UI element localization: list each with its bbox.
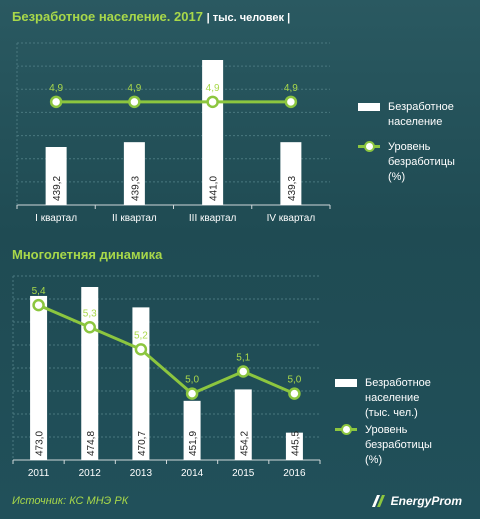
legend1-bar-label-1: Безработное [388, 101, 454, 113]
chart1-line-value: 4,9 [284, 83, 298, 94]
legend2-bar-label-2: население (тыс. чел.) [365, 392, 420, 419]
chart1-bar-value: 439,3 [287, 176, 298, 201]
chart2-bar [285, 432, 303, 460]
chart2-bar [30, 295, 48, 460]
chart2-bar-value: 445,5 [290, 431, 301, 456]
chart1-line-value: 4,9 [49, 83, 63, 94]
chart2-line-value: 5,0 [287, 375, 301, 386]
legend2-line-label-1: Уровень [365, 424, 408, 436]
chart2-x-tick-label: 2013 [130, 468, 153, 479]
legend2-bar-entry: Безработное население (тыс. чел.) [335, 376, 431, 421]
legend1-line-swatch [358, 140, 380, 154]
chart2-yearly: 473,0 2011 474,8 2012 470,7 2013 451,9 2014 454,… [12, 275, 321, 479]
legend2-line-entry: Уровень безработицы (%) [335, 423, 432, 468]
chart1-line-point [128, 95, 141, 109]
legend2-line-label-2: безработицы (%) [365, 439, 432, 466]
chart1-bar-value: 439,2 [52, 176, 63, 201]
chart2-line-point [288, 387, 301, 400]
chart1-unit: | тыс. человек | [206, 12, 291, 24]
chart1-title: Безработное население. 2017 | тыс. челов… [12, 9, 290, 24]
chart1-bar [45, 147, 67, 205]
logo-text: EnergyProm [390, 494, 462, 508]
legend1-bar-label-2: население [388, 116, 443, 128]
legend1-bar-entry: Безработное население [358, 100, 454, 130]
chart2-line-point [134, 343, 148, 356]
chart2-line-value: 5,1 [236, 353, 250, 364]
chart1-quarterly: 439,2 I квартал 439,3 II квартал 441,0 III кв… [16, 42, 331, 224]
chart1-bar-value: 441,0 [209, 176, 220, 201]
chart1-bar [123, 142, 145, 205]
chart2-line-value: 5,3 [83, 308, 97, 319]
chart2-bar [183, 400, 201, 460]
chart2-bar-value: 451,9 [188, 431, 199, 456]
chart2-bar-value: 473,0 [35, 431, 46, 456]
chart2-line-value: 5,0 [185, 375, 199, 386]
chart1-bar [202, 60, 224, 205]
legend1-line-label-2: безработицы (%) [388, 156, 455, 183]
chart1-bar-value: 439,3 [130, 176, 141, 201]
legend2-bar-label-1: Безработное [365, 377, 431, 389]
chart2-bar-value: 470,7 [137, 431, 148, 456]
chart2-line-value: 5,4 [32, 286, 46, 297]
chart1-x-tick-label: IV квартал [267, 213, 316, 224]
chart2-title: Многолетняя динамика [12, 247, 163, 262]
chart1-line-point [206, 95, 219, 109]
chart1-line-value: 4,9 [127, 83, 141, 94]
chart2-x-tick-label: 2012 [79, 468, 102, 479]
chart1-line-point [49, 95, 63, 109]
chart1-line-value: 4,9 [206, 83, 220, 94]
chart2-x-tick-label: 2015 [232, 468, 255, 479]
chart1-x-tick-label: III квартал [189, 213, 237, 224]
chart1-x-tick-label: II квартал [112, 213, 157, 224]
chart2-line-point [32, 298, 45, 312]
source-note: Источник: КС МНЭ РК [12, 495, 129, 507]
chart1-title-text: Безработное население. 2017 [12, 9, 203, 24]
chart2-x-tick-label: 2016 [283, 468, 306, 479]
chart2-bar-value: 474,8 [86, 431, 97, 456]
legend1-line-label-1: Уровень [388, 141, 431, 153]
chart2-line-point [83, 321, 96, 334]
chart1-x-tick-label: I квартал [35, 213, 77, 224]
chart1-bar [280, 142, 302, 205]
legend1-bar-swatch [358, 103, 380, 111]
chart1-line-point [284, 95, 298, 109]
logo-icon [371, 495, 385, 507]
chart2-line-point [185, 387, 199, 400]
brand-logo: EnergyProm [371, 494, 462, 508]
chart2-bar [234, 389, 252, 460]
chart2-line-value: 5,2 [134, 330, 148, 341]
legend1-line-entry: Уровень безработицы (%) [358, 140, 455, 185]
chart2-x-tick-label: 2014 [181, 468, 204, 479]
chart2-bar-value: 454,2 [239, 431, 250, 456]
chart2-line-point [237, 365, 250, 378]
chart2-x-tick-label: 2011 [28, 468, 50, 479]
legend2-line-swatch [335, 423, 357, 437]
legend2-bar-swatch [335, 379, 357, 387]
chart2-line-series [37, 303, 296, 396]
